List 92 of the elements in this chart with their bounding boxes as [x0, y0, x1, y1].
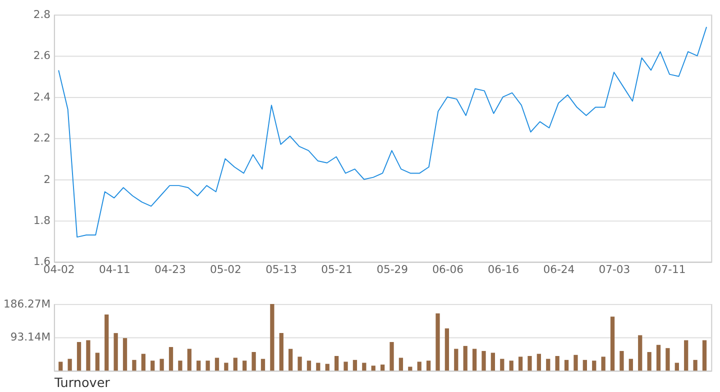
bar	[582, 360, 587, 371]
y-tick-label: 93.14M	[10, 330, 51, 344]
bar	[610, 316, 615, 371]
bar	[555, 356, 560, 371]
bar	[58, 362, 63, 371]
bar	[601, 356, 606, 371]
bar	[463, 346, 468, 371]
bar	[95, 352, 100, 371]
bar	[178, 360, 182, 371]
bar	[279, 333, 284, 371]
bar	[334, 356, 339, 371]
bar	[260, 358, 266, 371]
x-tick-label: 04-23	[154, 263, 186, 276]
bar	[518, 356, 523, 371]
bar	[574, 354, 578, 371]
bar	[362, 362, 366, 371]
bar	[325, 364, 330, 371]
bar	[454, 348, 458, 371]
y-tick-label: 2.4	[33, 90, 51, 104]
x-tick-label: 05-21	[321, 263, 352, 276]
bar	[564, 360, 569, 371]
y-tick-label: 2.2	[33, 132, 51, 145]
bar	[546, 358, 550, 371]
bar	[500, 358, 504, 371]
bar	[122, 338, 128, 371]
bar	[628, 358, 633, 371]
bar	[536, 354, 542, 371]
bar	[298, 356, 302, 371]
x-tick-label: 07-11	[654, 263, 686, 276]
bar	[528, 356, 532, 371]
bar	[620, 350, 624, 371]
bar	[270, 304, 274, 371]
bar	[104, 314, 109, 371]
bar	[252, 352, 256, 371]
x-tick-label: 06-16	[488, 263, 520, 276]
bar	[426, 360, 431, 371]
bar	[224, 362, 228, 371]
line-series	[58, 26, 708, 238]
bar	[141, 354, 146, 371]
bar	[684, 340, 688, 371]
bar	[344, 362, 348, 371]
bar	[693, 360, 698, 371]
bar	[444, 328, 450, 371]
y-tick-label: 2	[44, 172, 51, 186]
bar	[168, 347, 174, 371]
x-tick-label: 07-03	[598, 263, 630, 276]
y-tick-label: 2.8	[33, 8, 51, 22]
bar	[390, 342, 394, 371]
bar	[674, 362, 679, 371]
bar	[656, 344, 661, 371]
bar	[436, 313, 440, 371]
bar	[352, 360, 358, 371]
bar	[233, 358, 238, 371]
x-tick-label: 04-11	[98, 263, 130, 276]
bar	[398, 358, 404, 371]
bar	[371, 366, 376, 371]
bar	[214, 358, 220, 371]
bar	[490, 352, 496, 371]
bar	[242, 360, 247, 371]
bar	[306, 360, 312, 371]
bar	[114, 333, 118, 371]
bar	[160, 358, 164, 371]
x-tick-label: 05-02	[210, 263, 242, 276]
y-tick-label: 1.8	[33, 214, 51, 228]
bar	[592, 360, 596, 371]
bar	[647, 352, 652, 371]
bar	[408, 366, 412, 371]
bar	[132, 360, 136, 371]
bar	[380, 364, 385, 371]
bar	[702, 340, 707, 371]
x-tick-label: 05-29	[376, 263, 408, 276]
x-tick-label: 06-24	[543, 263, 575, 276]
y-tick-label: 2.6	[33, 49, 51, 62]
bar	[666, 348, 670, 371]
bar	[76, 342, 82, 371]
x-axis-title: Turnover	[53, 376, 111, 391]
bar	[68, 358, 72, 371]
bar	[196, 360, 201, 371]
bar	[472, 348, 477, 371]
bar	[206, 360, 210, 371]
bar	[638, 335, 642, 371]
bar	[482, 350, 486, 371]
y-tick-label: 186.27M	[3, 297, 51, 310]
bar	[187, 348, 192, 371]
bar	[150, 360, 155, 371]
bar	[86, 340, 90, 371]
bar	[316, 362, 320, 371]
x-tick-label: 06-06	[432, 263, 464, 276]
bar	[509, 360, 514, 371]
bar	[288, 348, 293, 371]
bar	[417, 362, 422, 371]
x-tick-label: 05-13	[266, 263, 297, 276]
